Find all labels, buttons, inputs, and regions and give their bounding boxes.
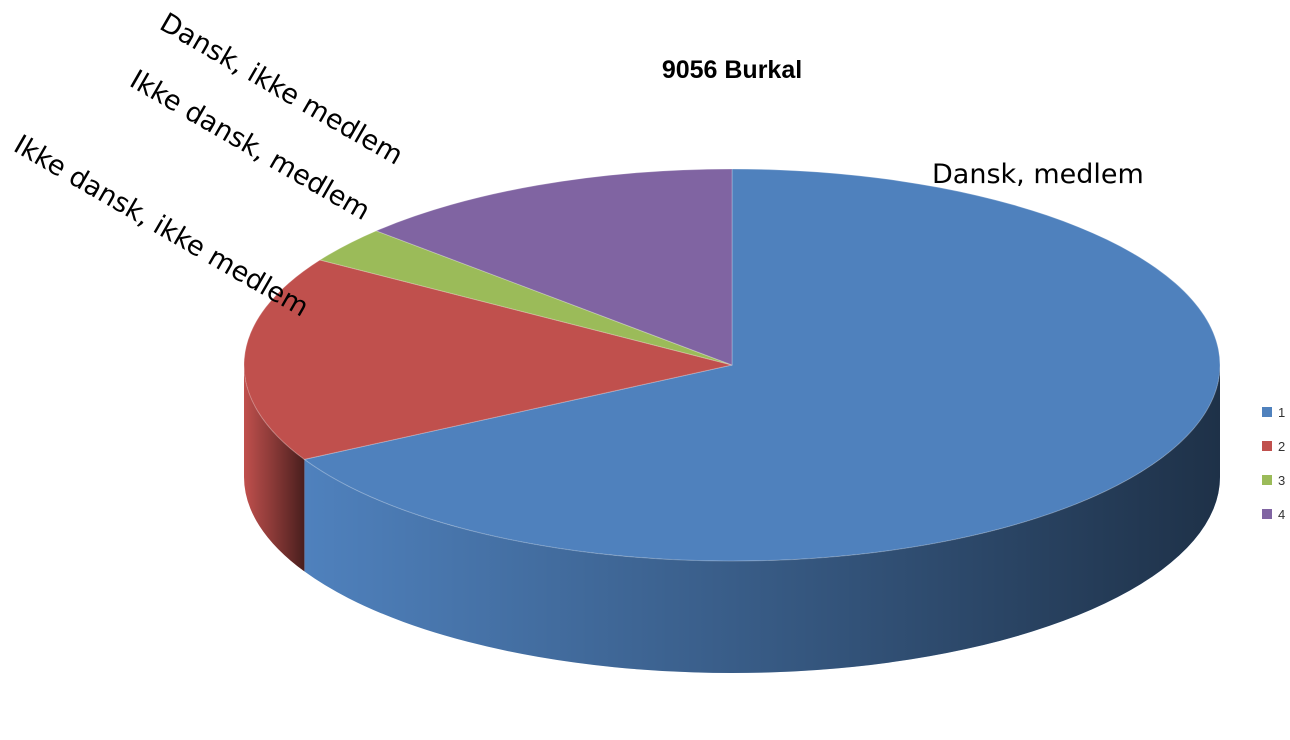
pie-sides (244, 365, 1221, 673)
legend-swatch-3 (1262, 475, 1272, 485)
chart-title: 9056 Burkal (662, 56, 802, 84)
slice-side-shade-1 (304, 365, 1221, 673)
legend-swatch-4 (1262, 509, 1272, 519)
slice-side-shade-2 (244, 365, 305, 572)
pie-slice-3 (318, 230, 733, 366)
legend-swatch-2 (1262, 441, 1272, 451)
pie-slice-4 (374, 168, 733, 366)
legend-label-1: 1 (1278, 405, 1285, 420)
legend-label-4: 4 (1278, 507, 1285, 522)
pie-slice-1 (303, 168, 1221, 562)
legend-label-3: 3 (1278, 473, 1285, 488)
pie-slice-2 (243, 259, 733, 460)
legend: 1 2 3 4 (1262, 405, 1285, 522)
legend-swatch-1 (1262, 407, 1272, 417)
pie-slices (243, 168, 1221, 562)
legend-label-2: 2 (1278, 439, 1285, 454)
slice-label-1: Dansk, medlem (932, 159, 1144, 190)
